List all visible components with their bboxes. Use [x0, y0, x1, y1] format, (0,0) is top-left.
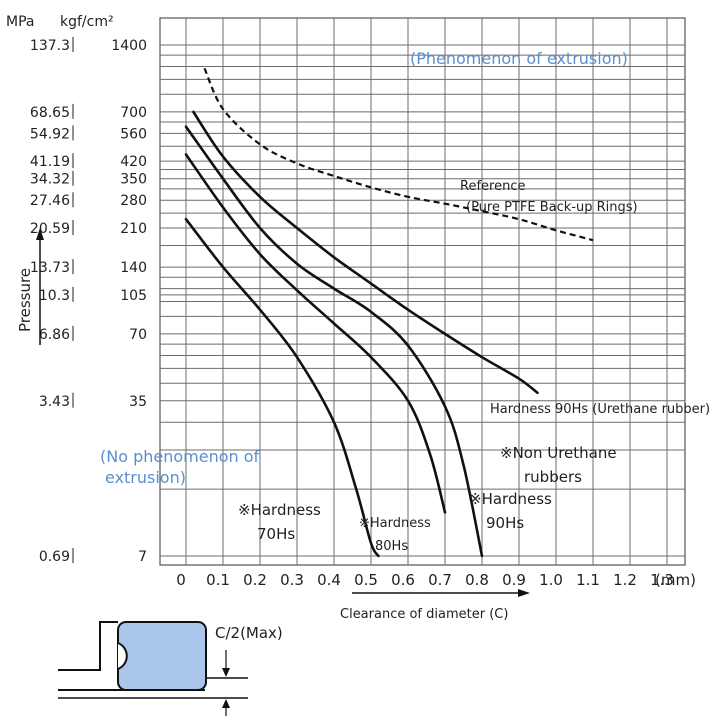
hardness-70-label-line2: 70Hs [257, 525, 295, 543]
x-tick-label: 0.5 [354, 571, 378, 589]
y-tick-label-kgf: 35 [129, 394, 147, 410]
y-unit-kgf: kgf/cm² [60, 14, 114, 30]
x-tick-labels: 0 0.1 0.2 0.3 0.4 0.5 0.6 0.7 0.8 0.9 1.0 1.1 1.2 1.3 [176, 571, 674, 589]
hardness-80-label-line2: 80Hs [375, 539, 408, 554]
x-tick-label: 0.9 [502, 571, 526, 589]
series-line [203, 67, 594, 242]
x-tick-label: 1.3 [650, 571, 674, 589]
y-tick-label-mpa: 68.65 [30, 105, 70, 121]
hardness-80-label-line1: ※Hardness [359, 516, 431, 531]
arrow-up-icon [222, 699, 230, 708]
clearance-arrow-icon [352, 589, 530, 597]
x-axis-title: Clearance of diameter (C) [340, 607, 508, 622]
seal-body [117, 621, 207, 691]
x-tick-label: 0.3 [280, 571, 304, 589]
y-tick-label-mpa: 10.3 [39, 288, 70, 304]
x-tick-label: 0 [176, 571, 186, 589]
series-line [192, 110, 539, 395]
non-urethane-label-line2: rubbers [524, 468, 582, 486]
series-line [184, 153, 447, 514]
x-tick-label: 1.1 [576, 571, 600, 589]
x-tick-label: 0.4 [317, 571, 341, 589]
hardness-70-label-line1: ※Hardness [238, 501, 321, 519]
no-extrusion-label-line1: (No phenomenon of [100, 447, 260, 466]
y-tick-label-kgf: 350 [120, 172, 147, 188]
y-tick-label-mpa: 27.46 [30, 193, 70, 209]
x-tick-label: 0.8 [465, 571, 489, 589]
series-line [184, 125, 484, 558]
y-tick-label-kgf: 1400 [111, 38, 147, 54]
x-unit-label: (mm) [655, 571, 696, 589]
reference-label-line2: (Pure PTFE Back-up Rings) [466, 200, 638, 215]
y-tick-label-mpa: 54.92 [30, 126, 70, 142]
hardness-90-label-line2: 90Hs [486, 514, 524, 532]
x-tick-label: 1.0 [539, 571, 563, 589]
seal-notch [117, 642, 128, 670]
y-tick-label-kgf: 420 [120, 154, 147, 170]
reference-label-line1: Reference [460, 179, 525, 194]
y-unit-mpa: MPa [6, 14, 34, 30]
non-urethane-label-line1: ※Non Urethane [500, 444, 617, 462]
x-tick-label: 0.2 [243, 571, 267, 589]
y-tick-label-mpa: 6.86 [39, 327, 70, 343]
clearance-dimension-label: C/2(Max) [215, 624, 283, 642]
x-tick-label: 1.2 [613, 571, 637, 589]
series [184, 67, 594, 558]
y-axis-title: Pressure [16, 268, 34, 332]
plot-frame [159, 17, 686, 566]
y-tick-label-mpa: 137.3 [30, 38, 70, 54]
y-tick-label-kgf: 140 [120, 260, 147, 276]
grid [159, 17, 686, 566]
x-tick-label: 0.6 [391, 571, 415, 589]
y-tick-label-mpa: 3.43 [39, 394, 70, 410]
y-tick-label-mpa: 34.32 [30, 172, 70, 188]
y-tick-label-mpa: 0.69 [39, 549, 70, 565]
x-tick-label: 0.7 [428, 571, 452, 589]
y-tick-label-mpa: 20.59 [30, 221, 70, 237]
arrow-down-icon [222, 668, 230, 677]
y-tick-label-kgf: 560 [120, 126, 147, 142]
y-tick-label-kgf: 70 [129, 327, 147, 343]
urethane-label: Hardness 90Hs (Urethane rubber) [490, 402, 710, 417]
y-tick-label-kgf: 210 [120, 221, 147, 237]
x-tick-label: 0.1 [206, 571, 230, 589]
pressure-arrow-icon [36, 228, 44, 345]
extrusion-label: (Phenomenon of extrusion) [410, 49, 628, 68]
y-tick-label-kgf: 7 [138, 549, 147, 565]
no-extrusion-label-line2: extrusion) [105, 468, 186, 487]
series-line [184, 217, 380, 558]
y-tick-labels: 0.69 7 3.43 35 6.86 70 10.3 105 13.73 140 20.59 210… [30, 37, 147, 565]
y-tick-label-kgf: 700 [120, 105, 147, 121]
y-tick-label-mpa: 13.73 [30, 260, 70, 276]
y-tick-label-kgf: 280 [120, 193, 147, 209]
hardness-90-label-line1: ※Hardness [469, 490, 552, 508]
y-tick-label-mpa: 41.19 [30, 154, 70, 170]
y-tick-label-kgf: 105 [120, 288, 147, 304]
seal-diagram: C/2(Max) [58, 621, 283, 716]
